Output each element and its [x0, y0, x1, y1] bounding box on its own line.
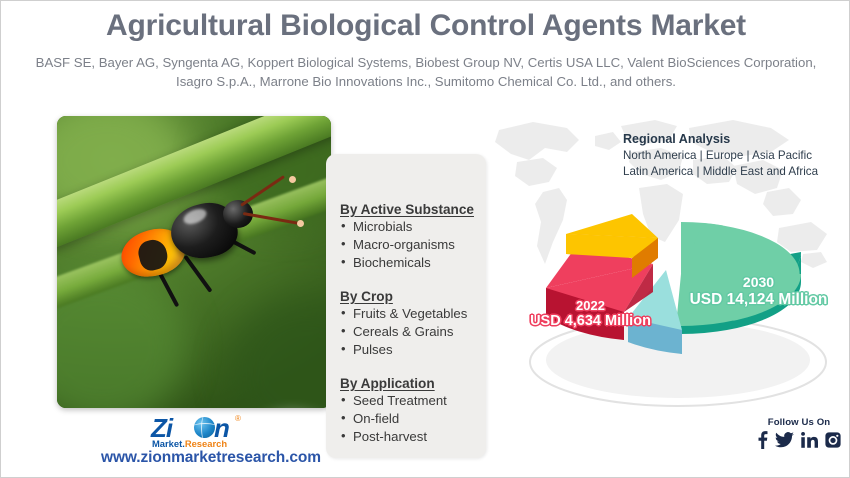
logo-tagline-market: Market. [152, 438, 185, 449]
segment-item: On-field [340, 409, 510, 428]
segment-item: Microbials [340, 217, 510, 236]
segment-heading: By Application [340, 376, 435, 391]
logo-text-n: n [214, 413, 230, 443]
segment-heading: By Crop [340, 289, 393, 304]
segment-item: Post-harvest [340, 427, 510, 446]
pie-label-2022-value: USD 4,634 Million [530, 313, 651, 330]
company-list: BASF SE, Bayer AG, Syngenta AG, Koppert … [35, 55, 817, 90]
insect-leg [183, 254, 213, 293]
social-icon-row [753, 431, 845, 449]
segment-heading: By Active Substance [340, 202, 474, 217]
follow-us-label: Follow Us On [767, 417, 831, 428]
instagram-icon[interactable] [825, 432, 841, 448]
segment-item: Seed Treatment [340, 391, 510, 410]
globe-icon [194, 417, 215, 438]
pie-label-2030-year: 2030 [742, 274, 775, 290]
pie-slice-light-blue [628, 270, 682, 354]
regional-analysis: Regional Analysis North America | Europe… [623, 132, 849, 179]
website-url[interactable]: www.zionmarketresearch.com [101, 449, 321, 466]
insect-antenna-tip [289, 176, 296, 183]
segment-group-crop: By Crop Fruits & Vegetables Cereals & Gr… [340, 289, 510, 359]
twitter-icon[interactable] [775, 432, 794, 448]
segmentation-panel: By Active Substance Microbials Macro-org… [326, 154, 486, 458]
segment-group-active-substance: By Active Substance Microbials Macro-org… [340, 202, 510, 272]
insect-antenna-tip [297, 220, 304, 227]
insect-antenna [240, 175, 285, 207]
segment-item: Pulses [340, 340, 510, 359]
logo-tagline: Market.Research [152, 438, 227, 449]
segment-item: Cereals & Grains [340, 322, 510, 341]
segment-item: Biochemicals [340, 253, 510, 272]
regional-analysis-title: Regional Analysis [623, 132, 731, 146]
social-links: Follow Us On [753, 417, 845, 449]
pie-label-2030-value: USD 14,124 Million [689, 290, 828, 308]
segment-item: Fruits & Vegetables [340, 304, 510, 323]
linkedin-icon[interactable] [801, 432, 818, 448]
pie-slice-2030 [676, 222, 801, 334]
zion-logo[interactable]: Zi n ® Market.Research [151, 413, 271, 449]
pie-slice-2022 [546, 244, 653, 340]
registered-trademark-icon: ® [235, 414, 241, 423]
logo-tagline-research: Research [184, 438, 228, 449]
regional-analysis-line-2: Latin America | Middle East and Africa [623, 164, 819, 178]
regional-analysis-line-1: North America | Europe | Asia Pacific [623, 149, 813, 162]
segment-group-application: By Application Seed Treatment On-field P… [340, 376, 510, 446]
market-size-pie-chart: 2030 USD 14,124 Million 2022 USD 4,634 M… [506, 214, 849, 411]
pie-label-2030: 2030 USD 14,124 Million [666, 274, 849, 309]
hero-image-beneficial-insect: 2023-2030 CAGR 12.2% [57, 116, 331, 408]
pie-label-2022-year: 2022 [576, 298, 605, 313]
segment-item: Macro-organisms [340, 235, 510, 254]
logo-text-zi: Zi [151, 413, 173, 443]
facebook-icon[interactable] [757, 431, 768, 449]
pie-label-2022: 2022 USD 4,634 Million [508, 298, 673, 330]
pie-slice-yellow [566, 214, 658, 278]
insect-illustration [115, 175, 304, 308]
page-title: Agricultural Biological Control Agents M… [106, 9, 746, 42]
